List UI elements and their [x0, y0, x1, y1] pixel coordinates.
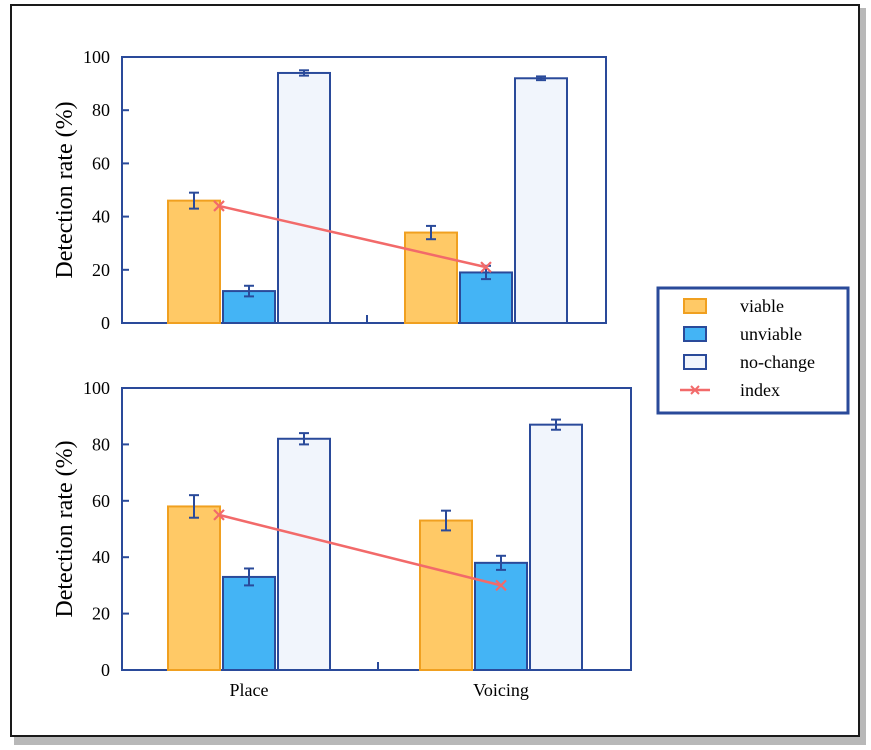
bar-viable: [167, 505, 221, 671]
legend-swatch-viable: [683, 298, 707, 314]
index-marker: [213, 200, 225, 212]
legend-swatch-unviable: [683, 326, 707, 342]
y-tick-label: 100: [83, 378, 110, 398]
bar-viable: [167, 199, 221, 324]
legend-label-index: index: [740, 380, 780, 400]
y-tick-label: 80: [92, 434, 110, 454]
y-tick-label: 20: [92, 604, 110, 624]
bar-no-change: [529, 423, 583, 671]
bar-unviable: [222, 575, 276, 671]
x-category-label: Place: [230, 680, 269, 700]
legend-label-viable: viable: [740, 296, 784, 316]
legend-label-unviable: unviable: [740, 324, 802, 344]
bar-viable: [404, 231, 458, 324]
index-marker: [495, 579, 507, 592]
y-tick-label: 100: [83, 47, 110, 67]
y-tick-label: 20: [92, 260, 110, 280]
y-tick-label: 60: [92, 153, 110, 173]
bar-unviable: [222, 290, 276, 324]
legend-marker-index: [690, 385, 700, 395]
legend-label-no-change: no-change: [740, 352, 815, 372]
index-line: [218, 204, 487, 269]
bar-viable: [419, 519, 473, 671]
y-tick-label: 80: [92, 100, 110, 120]
y-axis-label: Detection rate (%): [52, 101, 78, 278]
y-axis-label: Detection rate (%): [52, 440, 78, 617]
bar-no-change: [277, 437, 331, 672]
index-marker: [480, 261, 492, 273]
y-tick-label: 60: [92, 491, 110, 511]
bar-unviable: [459, 271, 513, 324]
y-tick-label: 0: [101, 313, 110, 333]
legend-swatch-no-change: [683, 354, 707, 370]
bar-unviable: [474, 561, 528, 672]
index-marker: [213, 509, 225, 521]
x-category-label: Voicing: [473, 680, 529, 700]
plot-area-1: [121, 56, 607, 324]
bar-no-change: [514, 77, 568, 324]
plot-area-2: [121, 387, 632, 671]
bar-no-change: [277, 71, 331, 324]
y-tick-label: 40: [92, 547, 110, 567]
index-line: [218, 513, 502, 587]
y-tick-label: 0: [101, 660, 110, 680]
y-tick-label: 40: [92, 207, 110, 227]
